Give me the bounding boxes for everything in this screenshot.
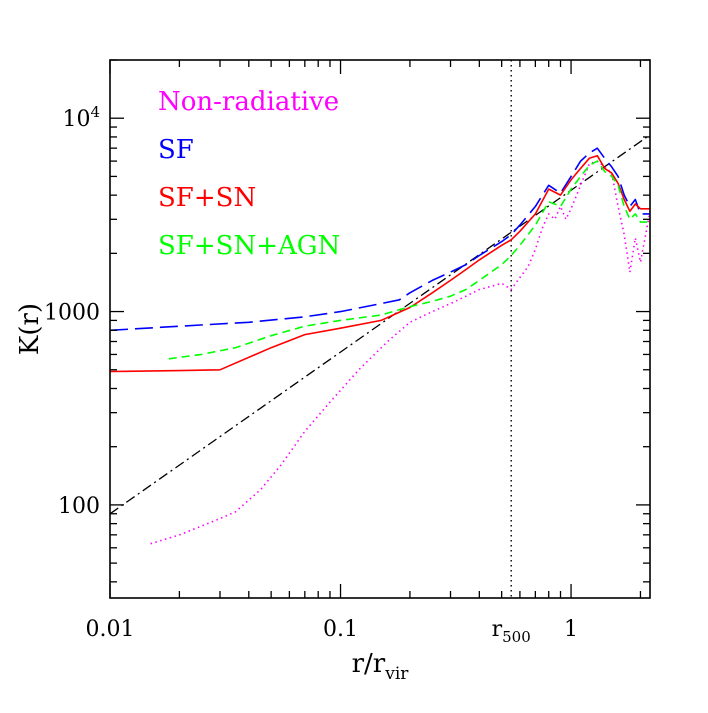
plot-area [110, 60, 650, 598]
legend: Non-radiative SF SF+SN SF+SN+AGN [158, 87, 340, 261]
series-line-sf-sn-agn [168, 160, 650, 360]
legend-entry-non-radiative: Non-radiative [158, 87, 339, 117]
legend-entry-sf-sn-agn: SF+SN+AGN [158, 231, 340, 261]
legend-entry-sf: SF [158, 135, 194, 165]
y-axis-label: K(r) [15, 303, 45, 355]
y-tick-label: 1000 [44, 301, 100, 326]
x-tick-label: 1 [564, 617, 578, 642]
y-tick-label: 100 [58, 494, 100, 519]
r500-label: r500 [492, 617, 531, 646]
y-tick-label: 104 [62, 103, 100, 132]
x-axis-label: r/rvir [352, 649, 410, 684]
legend-entry-sf-sn: SF+SN [158, 183, 256, 213]
reference-line [110, 134, 650, 515]
x-tick-label: 0.01 [86, 617, 135, 642]
x-tick-label: 0.1 [323, 617, 358, 642]
series-line-sf [110, 147, 650, 332]
plot-frame [109, 59, 651, 599]
axes: 0.01 0.1 1 100 1000 104 r500 r/rvir K(r) [15, 59, 651, 684]
